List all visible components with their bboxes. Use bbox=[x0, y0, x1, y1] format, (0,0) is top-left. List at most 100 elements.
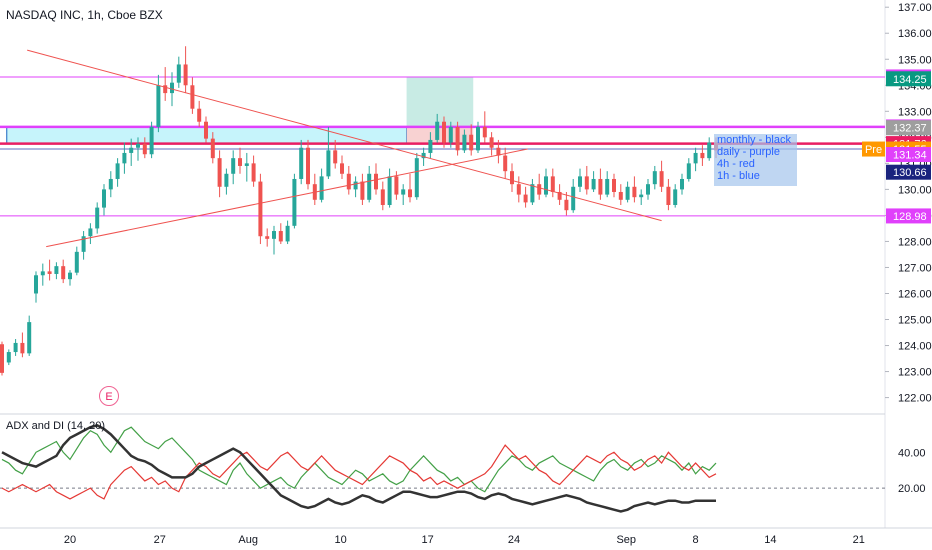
time-tick-label: Sep bbox=[616, 534, 636, 546]
price-label-badge bbox=[886, 147, 931, 163]
trendline bbox=[27, 49, 662, 222]
candle-body bbox=[598, 178, 603, 195]
candle-body bbox=[550, 176, 555, 192]
adx-tick-label: 20.00 bbox=[898, 483, 926, 495]
candle-body bbox=[258, 181, 263, 237]
candle-body bbox=[591, 178, 596, 190]
price-tick-label: 122.00 bbox=[898, 393, 932, 405]
note-line-monthly: monthly - black bbox=[717, 134, 791, 146]
candle-body bbox=[401, 189, 406, 195]
price-tick-label: 130.00 bbox=[898, 184, 932, 196]
candle-body bbox=[571, 186, 576, 211]
candle-body bbox=[326, 150, 331, 177]
candle-body bbox=[210, 138, 215, 159]
candle-body bbox=[47, 271, 52, 274]
candle-body bbox=[136, 143, 140, 148]
candle-body bbox=[564, 199, 569, 211]
candle-body bbox=[462, 134, 467, 151]
candle-body bbox=[367, 173, 372, 200]
candle-body bbox=[68, 272, 72, 280]
candle-body bbox=[482, 126, 487, 138]
time-tick-label: 24 bbox=[508, 534, 520, 546]
candle-body bbox=[251, 163, 256, 182]
candle-body bbox=[503, 155, 508, 172]
candle-body bbox=[421, 152, 426, 159]
candle-body bbox=[238, 158, 242, 166]
candle-body bbox=[190, 85, 195, 109]
candle-body bbox=[122, 152, 127, 164]
price-label-value: 131.34 bbox=[893, 150, 927, 162]
price-label-badge bbox=[886, 208, 931, 224]
price-tick-label: 124.00 bbox=[898, 341, 932, 353]
candle-body bbox=[632, 186, 637, 198]
candle-body bbox=[197, 108, 202, 122]
note-line-daily: daily - purple bbox=[717, 146, 780, 158]
candle-body bbox=[707, 142, 712, 159]
price-tick-label: 137.00 bbox=[898, 2, 932, 14]
candle-body bbox=[530, 184, 535, 203]
candle-body bbox=[6, 352, 11, 363]
candle-body bbox=[224, 173, 229, 187]
price-label-value: 132.37 bbox=[893, 123, 927, 135]
candle-body bbox=[285, 225, 290, 242]
candle-body bbox=[272, 231, 276, 239]
candle-body bbox=[333, 150, 338, 164]
candle-body bbox=[646, 184, 650, 195]
candle-body bbox=[299, 147, 304, 179]
candle-body bbox=[102, 189, 106, 208]
candle-body bbox=[408, 189, 412, 198]
candle-body bbox=[700, 152, 705, 159]
candle-body bbox=[394, 176, 399, 195]
candle-body bbox=[455, 126, 460, 151]
candle-body bbox=[584, 176, 589, 190]
timeframe-legend-note[interactable]: monthly - black daily - purple 4h - red … bbox=[714, 134, 797, 186]
candle-body bbox=[163, 85, 168, 94]
candle-body bbox=[374, 173, 378, 190]
candle-body bbox=[360, 181, 365, 200]
candle-body bbox=[265, 236, 270, 239]
note-line-1h: 1h - blue bbox=[717, 170, 760, 182]
candle-body bbox=[319, 176, 324, 200]
candle-body bbox=[414, 158, 419, 198]
candle-body bbox=[170, 82, 174, 94]
candle-body bbox=[578, 176, 582, 187]
candle-body bbox=[618, 191, 623, 200]
candle-body bbox=[81, 236, 86, 252]
pre-market-tag bbox=[862, 141, 885, 157]
candle-body bbox=[469, 134, 474, 151]
candle-body bbox=[95, 207, 100, 229]
earnings-marker-icon[interactable]: E bbox=[99, 386, 119, 406]
candle-body bbox=[523, 194, 528, 203]
time-tick-label: Aug bbox=[238, 534, 258, 546]
candle-body bbox=[27, 322, 32, 354]
price-label-value: 134.25 bbox=[893, 74, 927, 86]
candle-body bbox=[34, 275, 38, 294]
candle-body bbox=[183, 64, 188, 86]
price-tick-label: 136.00 bbox=[898, 28, 932, 40]
time-tick-label: 14 bbox=[764, 534, 776, 546]
candle-body bbox=[306, 147, 310, 185]
candle-body bbox=[476, 126, 480, 151]
candle-body bbox=[612, 178, 616, 192]
time-tick-label: 8 bbox=[693, 534, 699, 546]
price-tick-label: 125.00 bbox=[898, 315, 932, 327]
time-tick-label: 17 bbox=[422, 534, 434, 546]
candle-body bbox=[108, 178, 113, 190]
candle-body bbox=[292, 178, 297, 226]
candle-body bbox=[605, 178, 610, 195]
candle-body bbox=[639, 194, 644, 198]
candle-body bbox=[61, 266, 66, 280]
price-label-badge bbox=[886, 164, 931, 180]
candle-body bbox=[340, 163, 344, 174]
adx-line bbox=[1, 424, 716, 513]
symbol-title: NASDAQ INC, 1h, Cboe BZX bbox=[6, 8, 163, 22]
price-label-badge bbox=[886, 120, 931, 136]
candle-body bbox=[435, 121, 440, 140]
candle-body bbox=[40, 271, 45, 276]
candle-body bbox=[176, 64, 181, 83]
candle-body bbox=[659, 171, 664, 187]
adx-tick-label: 40.00 bbox=[898, 447, 926, 459]
candle-body bbox=[448, 126, 453, 143]
candle-body bbox=[142, 143, 147, 155]
